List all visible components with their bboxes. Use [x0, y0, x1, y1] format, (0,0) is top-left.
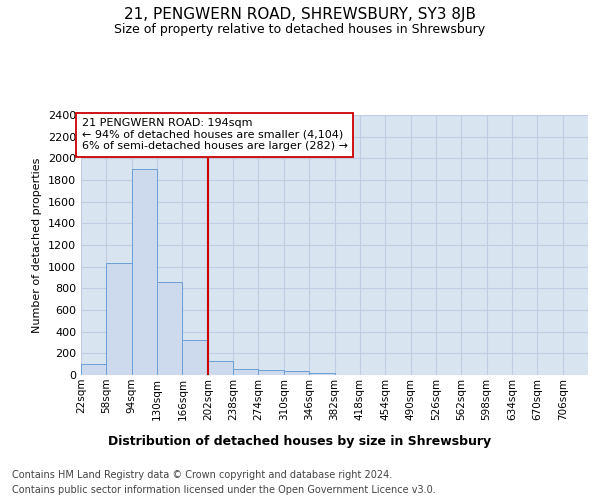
Bar: [309, 373, 335, 375]
Bar: [284, 371, 309, 375]
Text: Contains public sector information licensed under the Open Government Licence v3: Contains public sector information licen…: [12, 485, 436, 495]
Bar: [132, 169, 157, 375]
Bar: [259, 370, 284, 375]
Bar: [157, 282, 182, 375]
Bar: [233, 369, 259, 375]
Bar: [81, 364, 106, 375]
Text: Distribution of detached houses by size in Shrewsbury: Distribution of detached houses by size …: [109, 435, 491, 448]
Bar: [106, 264, 132, 375]
Text: 21 PENGWERN ROAD: 194sqm
← 94% of detached houses are smaller (4,104)
6% of semi: 21 PENGWERN ROAD: 194sqm ← 94% of detach…: [82, 118, 348, 152]
Text: 21, PENGWERN ROAD, SHREWSBURY, SY3 8JB: 21, PENGWERN ROAD, SHREWSBURY, SY3 8JB: [124, 8, 476, 22]
Text: Contains HM Land Registry data © Crown copyright and database right 2024.: Contains HM Land Registry data © Crown c…: [12, 470, 392, 480]
Text: Size of property relative to detached houses in Shrewsbury: Size of property relative to detached ho…: [115, 22, 485, 36]
Y-axis label: Number of detached properties: Number of detached properties: [32, 158, 43, 332]
Bar: [208, 361, 233, 375]
Bar: [182, 340, 208, 375]
